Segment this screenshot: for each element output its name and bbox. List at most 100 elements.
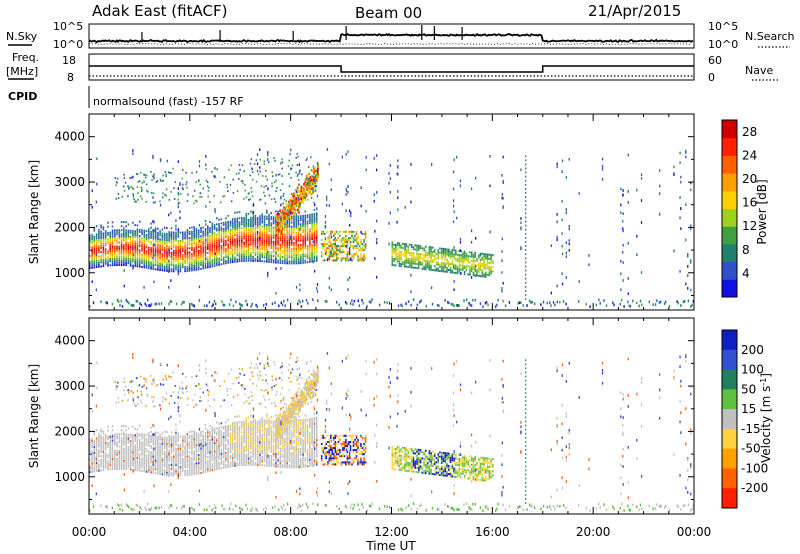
power-cell — [295, 262, 298, 265]
power-cell — [416, 250, 418, 253]
velocity-cell — [141, 463, 143, 466]
power-cell — [283, 216, 285, 219]
power-cell — [481, 263, 484, 265]
power-cell — [222, 262, 225, 265]
power-cell — [278, 217, 280, 220]
power-cell — [268, 222, 270, 225]
power-cell — [247, 235, 250, 238]
power-cell — [453, 263, 455, 266]
velocity-cell — [179, 451, 182, 454]
power-cell — [259, 256, 261, 258]
power-cell — [238, 211, 241, 214]
power-cell — [279, 253, 282, 256]
velocity-cell — [111, 464, 114, 467]
power-cell — [211, 236, 214, 239]
power-cell — [184, 235, 186, 238]
power-cell — [288, 250, 291, 253]
power-cell — [501, 271, 503, 274]
nsky-tick-top: 10^5 — [53, 20, 83, 33]
power-cell — [187, 193, 189, 196]
power-cell — [283, 198, 286, 201]
power-cell — [236, 235, 239, 238]
power-cell — [270, 236, 273, 239]
power-cell — [179, 256, 182, 259]
power-cell — [462, 254, 464, 257]
power-cell — [297, 173, 299, 176]
power-cell — [279, 251, 282, 254]
power-cell — [111, 239, 114, 242]
power-cell — [245, 231, 248, 234]
power-cell — [229, 245, 232, 248]
power-cell — [373, 193, 375, 196]
power-cell — [309, 230, 311, 233]
power-cell — [685, 282, 687, 286]
power-cell — [104, 244, 107, 247]
power-cell — [204, 232, 207, 235]
velocity-cell — [136, 459, 139, 462]
power-cell — [346, 239, 349, 241]
power-cell — [254, 257, 257, 260]
power-cell — [209, 229, 211, 232]
power-cell — [129, 237, 132, 240]
power-cell — [320, 253, 323, 256]
power-cell — [636, 188, 638, 192]
power-colorbar-swatch — [722, 120, 737, 139]
power-cell — [470, 267, 473, 270]
power-cell — [316, 161, 319, 165]
power-cell — [216, 237, 218, 240]
velocity-cell — [175, 451, 177, 454]
power-cell — [483, 257, 485, 260]
power-cell — [315, 216, 318, 219]
power-cell — [425, 251, 427, 254]
power-cell — [470, 276, 473, 279]
power-cell — [179, 262, 182, 265]
power-cell — [118, 255, 121, 258]
power-cell — [186, 200, 189, 202]
power-cell — [116, 181, 118, 184]
power-cell — [278, 221, 280, 224]
power-cell — [89, 265, 91, 268]
power-cell — [209, 255, 211, 258]
power-cell — [209, 259, 211, 262]
power-cell — [179, 216, 181, 220]
power-cell — [556, 300, 558, 304]
velocity-cell — [193, 462, 195, 465]
power-cell — [128, 301, 130, 305]
power-cell — [120, 221, 123, 224]
power-cell — [256, 237, 259, 240]
power-cell — [218, 247, 220, 250]
power-cell — [109, 264, 111, 267]
velocity-cell — [93, 447, 96, 450]
power-cell — [231, 257, 234, 259]
power-cell — [123, 245, 125, 248]
power-cell — [463, 252, 466, 255]
velocity-cell — [152, 437, 155, 440]
power-cell — [323, 232, 326, 235]
velocity-cell — [132, 448, 134, 451]
power-cell — [442, 250, 445, 252]
power-cell — [588, 254, 590, 257]
power-cell — [472, 257, 475, 260]
power-cell — [352, 247, 355, 250]
power-cell — [250, 229, 252, 232]
power-cell — [132, 258, 134, 261]
velocity-cell — [134, 438, 136, 441]
power-cell — [432, 250, 434, 253]
power-cell — [475, 264, 477, 268]
velocity-cell — [175, 456, 177, 458]
power-cell — [455, 249, 457, 252]
power-cell — [229, 224, 232, 227]
power-cell — [251, 168, 253, 171]
power-cell — [395, 246, 397, 248]
power-cell — [275, 173, 277, 177]
power-cell — [132, 188, 134, 190]
power-cell — [304, 230, 307, 233]
power-cell — [114, 255, 116, 258]
power-cell — [492, 270, 494, 273]
power-cell — [184, 241, 186, 244]
power-cell — [419, 257, 422, 260]
power-cell — [172, 268, 175, 271]
power-cell — [186, 255, 189, 258]
power-cell — [437, 261, 439, 264]
power-cell — [453, 257, 455, 260]
